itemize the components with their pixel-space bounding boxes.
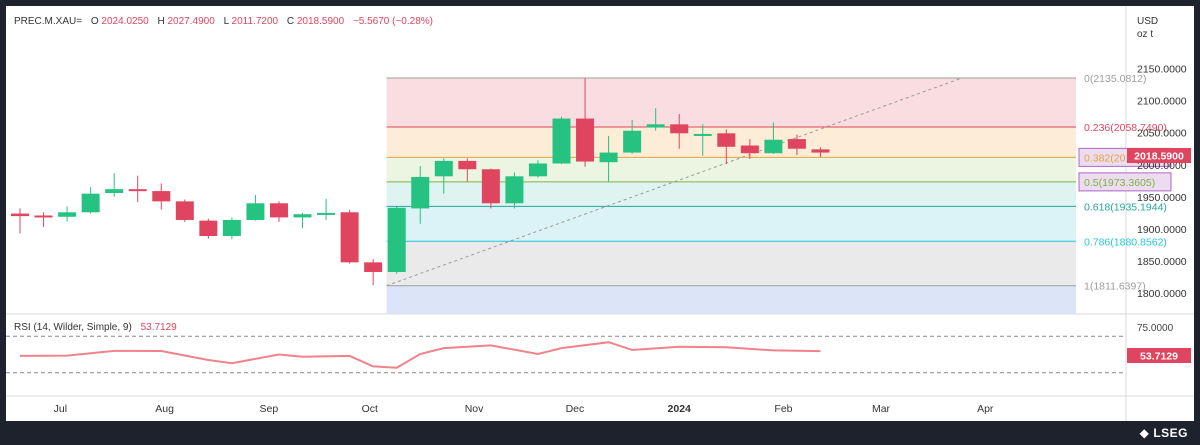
time-tick-label: Feb	[774, 403, 792, 415]
price-tick-label: 1950.0000	[1137, 192, 1187, 204]
candle-body	[411, 176, 430, 209]
price-chart[interactable]: PREC.M.XAU= O 2024.0250 H 2027.4900 L 20…	[6, 6, 1194, 421]
price-tick-label: 1800.0000	[1137, 288, 1187, 300]
time-tick-label: Nov	[465, 403, 484, 415]
candle-body	[81, 193, 100, 213]
fib-level-label: 0.5(1973.3605)	[1084, 177, 1155, 189]
fib-level-label: 0.786(1880.8562)	[1084, 236, 1167, 248]
candle-body	[434, 160, 453, 177]
price-badge-bg	[1127, 148, 1191, 163]
candle-body	[199, 220, 218, 237]
time-tick-label: Oct	[362, 403, 378, 415]
candle-body	[364, 262, 383, 272]
candle-body	[175, 201, 194, 220]
fib-zone	[386, 285, 1076, 314]
weight-unit: oz t	[1137, 29, 1153, 40]
price-tick-label: 1850.0000	[1137, 256, 1187, 268]
time-axis[interactable]: Jul Aug Sep Oct Nov Dec 2024 Feb Mar Apr	[54, 403, 994, 415]
candle-body	[623, 130, 642, 153]
time-tick-label: Sep	[260, 403, 279, 415]
fib-level-label: 1(1811.6397)	[1084, 281, 1146, 293]
candle-body	[293, 214, 312, 218]
price-tick-label: 2050.0000	[1137, 128, 1187, 140]
candle-body	[717, 133, 736, 147]
fib-level-label: 0(2135.0812)	[1084, 73, 1146, 85]
candle-body	[152, 191, 171, 202]
time-tick-label: Aug	[155, 403, 174, 415]
candlestick-series	[11, 78, 830, 286]
candle-body	[528, 163, 547, 177]
fib-level-label: 0.236(2058.7490)	[1084, 122, 1167, 134]
symbol-label: PREC.M.XAU=	[14, 16, 82, 27]
fibonacci-retracement[interactable]: 0(2135.0812)0.236(2058.7490)0.382(2011.5…	[386, 73, 1172, 314]
open-label: O	[91, 16, 99, 27]
price-badge: 2018.5900	[1134, 151, 1184, 163]
footer-bar: ◆ LSEG	[0, 421, 1200, 445]
rsi-badge: 53.7129	[1140, 351, 1178, 363]
candle-body	[340, 212, 359, 263]
low-label: L	[224, 16, 230, 27]
candle-body	[269, 203, 288, 218]
candle-body	[387, 207, 406, 272]
lseg-logo-icon: ◆	[1139, 426, 1150, 440]
brand-name: LSEG	[1153, 426, 1188, 440]
rsi-badge-bg	[1127, 348, 1191, 363]
low-value: 2011.7200	[232, 16, 279, 27]
close-value: 2018.5900	[297, 16, 345, 27]
candle-body	[764, 139, 783, 154]
candle-body	[811, 149, 830, 153]
fib-zone	[386, 78, 1076, 128]
candle-body	[11, 213, 29, 217]
time-tick-label: Mar	[872, 403, 891, 415]
candle-body	[58, 212, 77, 217]
chart-frame: PREC.M.XAU= O 2024.0250 H 2027.4900 L 20…	[6, 6, 1194, 421]
candle-body	[105, 189, 124, 194]
candle-body	[740, 145, 759, 154]
svg-text:PREC.M.XAU= O 2024: PREC.M.XAU= O 2024.0250 H 2027.4900 L 20…	[14, 16, 433, 27]
candle-body	[552, 118, 571, 164]
high-value: 2027.4900	[168, 16, 216, 27]
candle-body	[34, 215, 53, 218]
candle-body	[505, 176, 524, 204]
candle-body	[246, 203, 265, 220]
candle-body	[693, 133, 712, 136]
fib-zone	[386, 241, 1076, 286]
rsi-axis-tick: 75.0000	[1137, 323, 1174, 334]
price-axis[interactable]: 1800.00001850.00001900.00001950.00002000…	[1137, 63, 1187, 300]
time-tick-label: 2024	[668, 403, 692, 415]
svg-text:RSI (14, Wilder, Simple, 9): RSI (14, Wilder, Simple, 9) 53.7129	[14, 322, 177, 333]
candle-body	[128, 189, 147, 192]
fib-level-label: 0.618(1935.1944)	[1084, 201, 1167, 213]
fib-label-box	[1078, 172, 1172, 192]
candle-body	[222, 219, 241, 237]
change-value: −5.5670 (−0.28%)	[353, 16, 433, 27]
rsi-indicator	[6, 335, 1126, 374]
time-tick-label: Dec	[566, 403, 585, 415]
high-label: H	[157, 16, 164, 27]
rsi-value: 53.7129	[141, 322, 178, 333]
open-value: 2024.0250	[101, 16, 149, 27]
candle-body	[646, 124, 665, 128]
fib-zone	[386, 206, 1076, 242]
fib-zone	[386, 181, 1076, 207]
time-tick-label: Jul	[54, 403, 67, 415]
candle-body	[576, 118, 595, 162]
candle-body	[481, 169, 500, 204]
rsi-header: RSI (14, Wilder, Simple, 9)	[14, 322, 132, 333]
candle-body	[599, 152, 618, 163]
price-tick-label: 1900.0000	[1137, 224, 1187, 236]
brand: ◆ LSEG	[1140, 426, 1188, 440]
price-tick-label: 2150.0000	[1137, 63, 1187, 75]
price-tick-label: 2100.0000	[1137, 96, 1187, 108]
currency-unit: USD	[1137, 16, 1158, 27]
candle-body	[317, 212, 336, 215]
candle-body	[670, 124, 689, 134]
rsi-line	[19, 341, 821, 369]
time-tick-label: Apr	[977, 403, 994, 415]
candle-body	[458, 160, 477, 170]
close-label: C	[287, 16, 294, 27]
candle-body	[787, 139, 806, 149]
